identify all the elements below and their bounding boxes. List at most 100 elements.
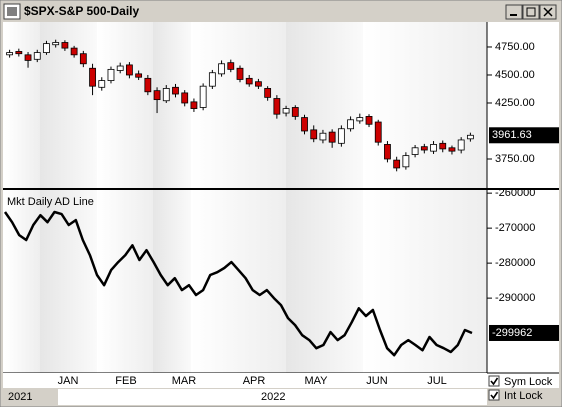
candle-body xyxy=(291,107,299,117)
candle-body xyxy=(411,147,419,155)
maximize-glyph xyxy=(526,7,536,17)
candle-body xyxy=(70,47,78,56)
month-label: APR xyxy=(243,375,266,387)
candle-body xyxy=(107,68,115,81)
candle-body xyxy=(153,90,161,101)
candle-body xyxy=(356,117,364,122)
last-value-box xyxy=(489,324,559,341)
candle-body xyxy=(337,128,345,144)
checkbox[interactable] xyxy=(488,389,500,401)
candle-body xyxy=(430,144,437,152)
month-label: JAN xyxy=(58,375,79,387)
month-band xyxy=(363,22,487,373)
candle-body xyxy=(162,88,170,102)
candle-body xyxy=(227,62,235,70)
candle-body xyxy=(33,52,41,60)
candle-body xyxy=(61,42,69,49)
axis-area xyxy=(487,22,559,373)
candle-body xyxy=(402,155,410,168)
chart-layer: 4750.00 4500.00 4250.00 3750.00 3961.63 -2600… xyxy=(3,39,559,402)
candle-body xyxy=(43,43,50,53)
checkmark xyxy=(490,391,499,400)
candle-body xyxy=(98,80,106,88)
candle-body xyxy=(52,42,60,46)
candle-body xyxy=(439,142,447,150)
candle-body xyxy=(79,53,87,65)
window-buttons[interactable] xyxy=(505,4,557,20)
app-icon-inner xyxy=(7,7,17,16)
candle-body xyxy=(6,52,14,56)
month-label: MAR xyxy=(172,375,197,387)
candle-body xyxy=(245,77,253,85)
month-band xyxy=(5,22,40,373)
candle-body xyxy=(384,144,391,160)
month-band xyxy=(191,22,286,373)
candle-body xyxy=(310,129,318,140)
candle-body xyxy=(236,67,244,80)
candle-body xyxy=(24,54,32,61)
candle-body xyxy=(301,117,308,132)
candle-body xyxy=(255,81,262,87)
candle-body xyxy=(448,147,456,152)
y-tick-label: 4500.00 xyxy=(495,69,535,81)
candle-body xyxy=(135,73,143,78)
maximize-button[interactable] xyxy=(522,4,540,20)
y-tick-label: -270000 xyxy=(495,222,535,234)
candle-body xyxy=(89,67,96,87)
year-label: 2021 xyxy=(8,391,32,403)
candle-body xyxy=(319,132,327,141)
checkbox-label: Int Lock xyxy=(504,390,543,402)
y-tick-label: 3750.00 xyxy=(495,153,535,165)
candle-body xyxy=(208,72,216,87)
candle-body xyxy=(365,116,373,125)
candle-body xyxy=(466,134,474,140)
candle-body xyxy=(374,121,382,143)
candle-body xyxy=(457,139,465,151)
ad-line xyxy=(3,210,473,357)
year-cell xyxy=(58,389,487,405)
candle-body xyxy=(347,119,354,130)
candle-body xyxy=(172,86,179,95)
last-value-label: -299962 xyxy=(492,327,532,339)
month-band xyxy=(153,22,191,373)
last-value-box xyxy=(489,127,559,144)
candle-body xyxy=(328,131,336,143)
candle-body xyxy=(126,64,133,76)
checkmark xyxy=(490,377,499,386)
month-label: JUN xyxy=(366,375,387,387)
panel: -260000 -270000 -280000 -290000 -299962 xyxy=(3,190,559,357)
close-glyph xyxy=(543,7,553,17)
candle-body xyxy=(420,146,428,151)
candle-body xyxy=(116,65,124,71)
month-band xyxy=(40,22,97,373)
last-value-label: 3961.63 xyxy=(492,129,532,141)
candle-body xyxy=(282,108,290,114)
candle-body xyxy=(181,92,189,104)
month-band xyxy=(97,22,153,373)
window-title: $SPX-S&P 500-Daily xyxy=(24,4,139,18)
y-tick-label: -290000 xyxy=(495,292,535,304)
candle-body xyxy=(218,63,225,75)
candle-body xyxy=(15,51,23,55)
y-tick-label: 4250.00 xyxy=(495,97,535,109)
candle-body xyxy=(144,77,152,93)
candle-body xyxy=(273,98,281,115)
candle-body xyxy=(264,88,272,98)
month-label: JUL xyxy=(427,375,447,387)
checkbox[interactable] xyxy=(488,375,500,387)
candle-body xyxy=(190,101,198,109)
panel-title: Mkt Daily AD Line xyxy=(7,196,94,208)
minimize-button[interactable] xyxy=(505,4,523,20)
year-label: 2022 xyxy=(261,391,285,403)
month-label: FEB xyxy=(115,375,136,387)
y-tick-label: -280000 xyxy=(495,257,535,269)
panel: 4750.00 4500.00 4250.00 3750.00 3961.63 xyxy=(6,39,559,172)
month-label: MAY xyxy=(304,375,328,387)
date-axis xyxy=(3,373,487,388)
y-tick-label: 4750.00 xyxy=(495,41,535,53)
candle-body xyxy=(199,85,207,108)
month-band xyxy=(286,22,363,373)
candle-body xyxy=(393,159,401,169)
